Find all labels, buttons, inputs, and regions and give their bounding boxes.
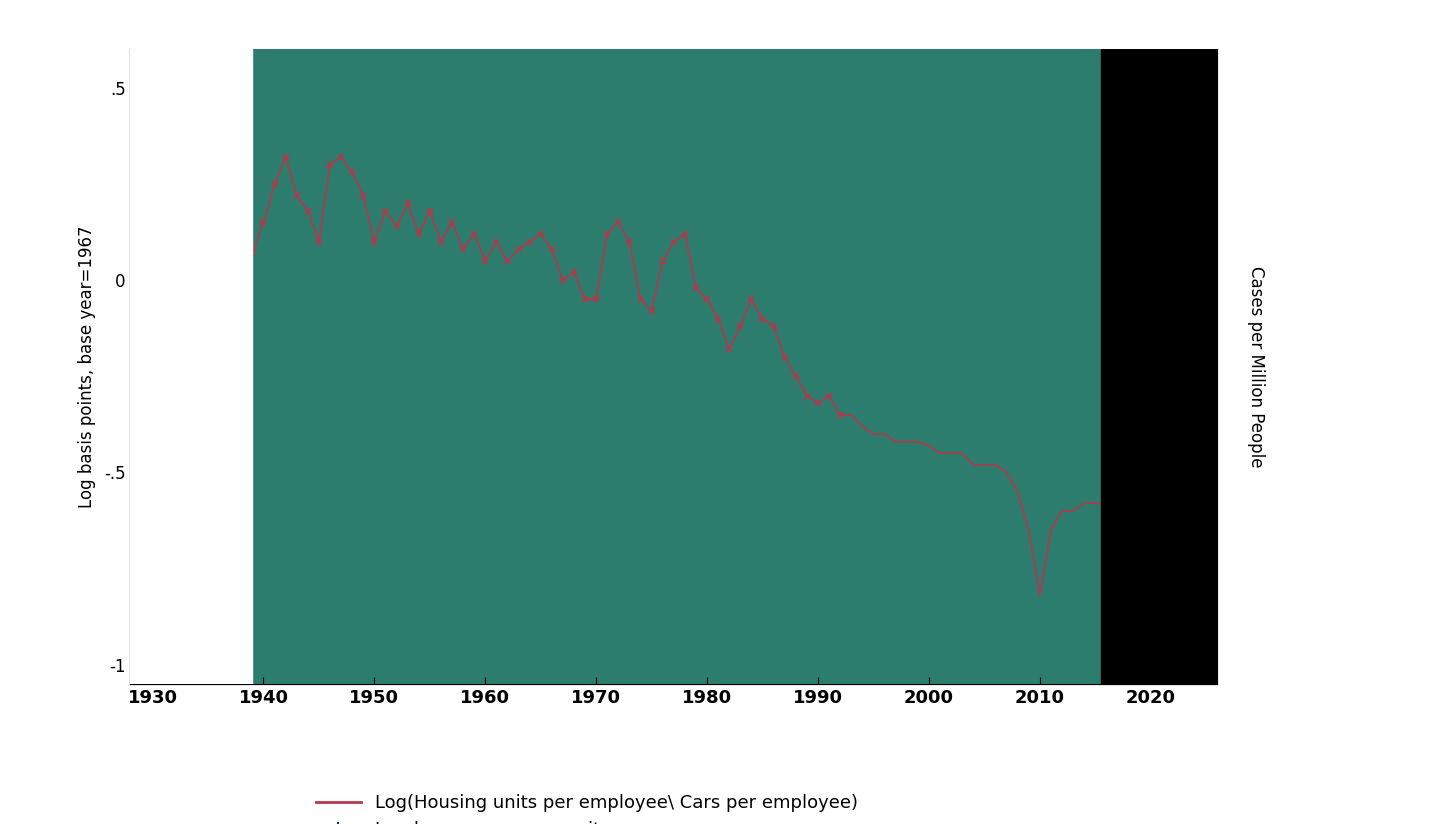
Y-axis label: Log basis points, base year=1967: Log basis points, base year=1967 bbox=[78, 226, 96, 508]
Legend: Log(Housing units per employee\ Cars per employee), Land-use cases per capita: Log(Housing units per employee\ Cars per… bbox=[309, 787, 865, 824]
Y-axis label: Cases per Million People: Cases per Million People bbox=[1246, 266, 1265, 467]
Bar bbox=[1101, 49, 1217, 684]
Bar bbox=[130, 49, 252, 684]
